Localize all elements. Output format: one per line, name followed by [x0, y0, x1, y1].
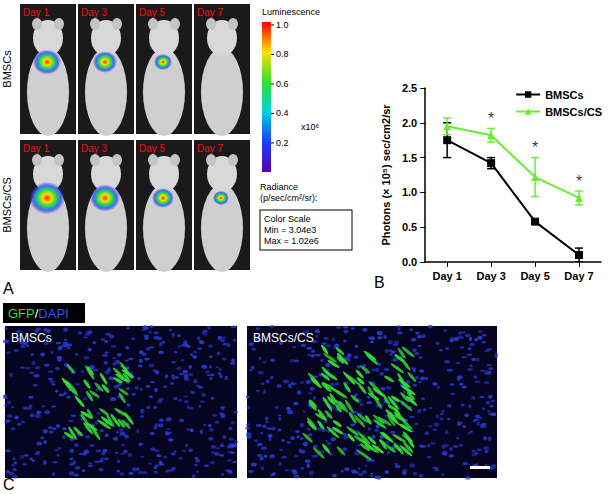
- svg-text:Min = 3.04e3: Min = 3.04e3: [264, 225, 316, 235]
- svg-text:Day 5: Day 5: [520, 270, 549, 282]
- svg-text:Day 5: Day 5: [139, 7, 166, 18]
- svg-text:0.2: 0.2: [276, 138, 289, 148]
- svg-text:BMSCs: BMSCs: [545, 89, 584, 101]
- svg-text:Luminescence: Luminescence: [262, 7, 320, 17]
- svg-text:BMSCs: BMSCs: [1, 50, 13, 88]
- svg-text:Day 3: Day 3: [81, 143, 108, 154]
- svg-text:Day 5: Day 5: [139, 143, 166, 154]
- svg-text:*: *: [488, 110, 494, 127]
- svg-text:2.0: 2.0: [402, 117, 417, 129]
- svg-text:Day 1: Day 1: [432, 270, 461, 282]
- svg-text:A: A: [3, 280, 14, 297]
- svg-text:2.5: 2.5: [402, 82, 417, 94]
- html-text:B: B: [374, 274, 385, 291]
- svg-text:Day 1: Day 1: [23, 143, 50, 154]
- svg-text:Day 1: Day 1: [23, 7, 50, 18]
- svg-text:0.8: 0.8: [276, 49, 289, 59]
- svg-text:0.5: 0.5: [402, 221, 417, 233]
- svg-text:0.0: 0.0: [402, 256, 417, 268]
- svg-text:GFP/DAPI: GFP/DAPI: [8, 306, 69, 321]
- svg-text:1.5: 1.5: [402, 152, 417, 164]
- svg-text:C: C: [3, 476, 15, 493]
- svg-text:Radiance: Radiance: [260, 182, 298, 192]
- svg-text:Max = 1.02e6: Max = 1.02e6: [264, 236, 319, 246]
- svg-text:Day 3: Day 3: [476, 270, 505, 282]
- svg-text:Color Scale: Color Scale: [264, 214, 311, 224]
- svg-text:(p/sec/cm²/sr):: (p/sec/cm²/sr):: [260, 193, 318, 203]
- svg-text:BMSCs/CS: BMSCs/CS: [545, 106, 602, 118]
- svg-text:Photons (× 10⁵) sec/cm2/sr: Photons (× 10⁵) sec/cm2/sr: [380, 104, 392, 246]
- svg-text:1.0: 1.0: [276, 20, 289, 30]
- svg-text:Day 3: Day 3: [81, 7, 108, 18]
- svg-text:BMSCs/CS: BMSCs/CS: [1, 177, 13, 233]
- svg-text:BMSCs: BMSCs: [11, 331, 52, 345]
- svg-text:0.4: 0.4: [276, 108, 289, 118]
- svg-text:Day 7: Day 7: [197, 143, 224, 154]
- svg-text:*: *: [576, 173, 582, 190]
- svg-text:*: *: [532, 139, 538, 156]
- svg-text:Day 7: Day 7: [564, 270, 593, 282]
- svg-text:0.6: 0.6: [276, 79, 289, 89]
- svg-text:1.0: 1.0: [402, 186, 417, 198]
- svg-text:x10⁶: x10⁶: [301, 122, 320, 132]
- svg-text:BMSCs/CS: BMSCs/CS: [253, 331, 314, 345]
- svg-text:Day 7: Day 7: [197, 7, 224, 18]
